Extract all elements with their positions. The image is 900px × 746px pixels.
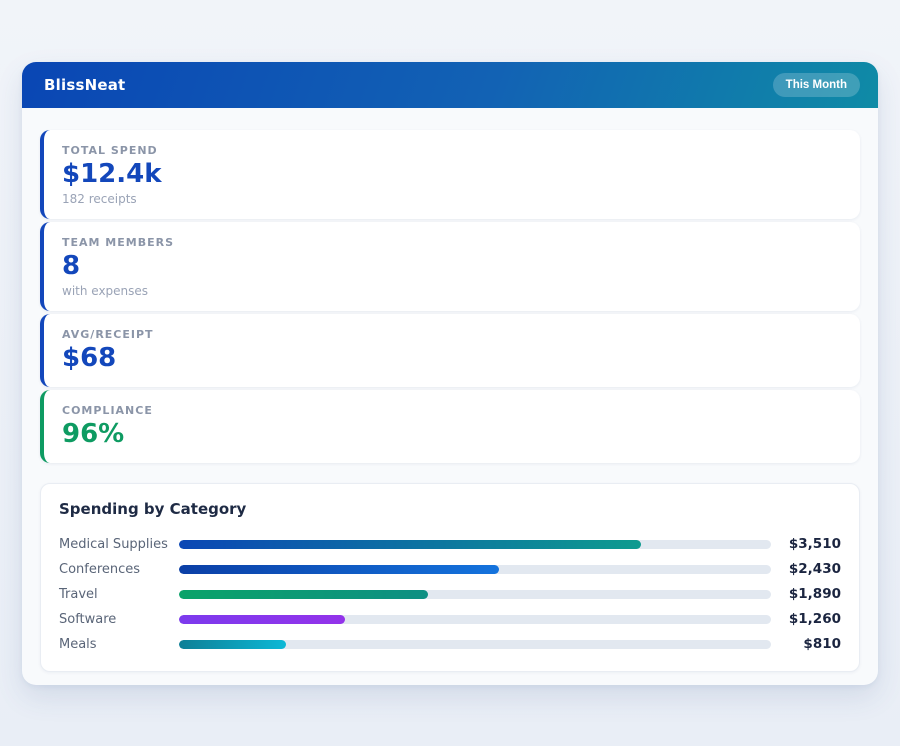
stat-subtext: 182 receipts [62,191,137,206]
bar-fill [179,589,428,599]
stat-label: AVG/RECEIPT [62,327,154,341]
stat-card-total-spend: TOTAL SPEND $12.4k 182 receipts [40,130,860,219]
category-row-meals: Meals $810 [59,632,841,657]
stat-label: COMPLIANCE [62,403,153,417]
app-header: BlissNeat This Month [22,62,878,108]
category-amount: $1,260 [788,611,841,628]
category-row-travel: Travel $1,890 [59,582,841,607]
stat-subtext: with expenses [62,283,149,298]
bar-fill [179,614,345,624]
category-label: Meals [59,636,97,652]
dashboard-panel: BlissNeat This Month TOTAL SPEND $12.4k … [22,62,878,685]
spending-by-category-card: Spending by Category Medical Supplies $3… [40,482,860,672]
category-amount: $3,510 [788,536,841,553]
stat-value: $68 [62,342,117,373]
app-title: BlissNeat [44,76,126,94]
stat-card-team-members: TEAM MEMBERS 8 with expenses [40,221,860,311]
panel-body: TOTAL SPEND $12.4k 182 receipts TEAM MEM… [22,108,878,685]
stat-card-compliance: COMPLIANCE 96% [40,389,860,463]
bar-fill [179,639,286,649]
category-amount: $2,430 [788,561,841,578]
category-label: Travel [59,586,98,602]
bar-track [179,564,771,574]
category-row-conferences: Conferences $2,430 [59,557,841,582]
category-label: Software [59,611,117,627]
category-label: Medical Supplies [59,536,168,552]
stat-label: TOTAL SPEND [62,144,158,157]
stat-card-avg-receipt: AVG/RECEIPT $68 [40,313,860,387]
category-row-medical-supplies: Medical Supplies $3,510 [59,532,841,557]
category-row-software: Software $1,260 [59,607,841,632]
bar-fill [179,564,499,574]
bar-track [179,639,771,649]
period-badge[interactable]: This Month [772,73,860,97]
bar-track [179,614,771,624]
stat-value: $12.4k [62,159,162,189]
bar-track [179,539,771,549]
category-amount: $1,890 [788,586,841,603]
bar-track [179,589,771,599]
bar-fill [179,539,641,549]
stat-value: 8 [62,250,81,281]
section-title: Spending by Category [59,499,247,518]
stat-label: TEAM MEMBERS [62,235,175,249]
category-amount: $810 [803,636,841,653]
stat-value: 96% [62,418,125,449]
category-label: Conferences [59,561,141,577]
